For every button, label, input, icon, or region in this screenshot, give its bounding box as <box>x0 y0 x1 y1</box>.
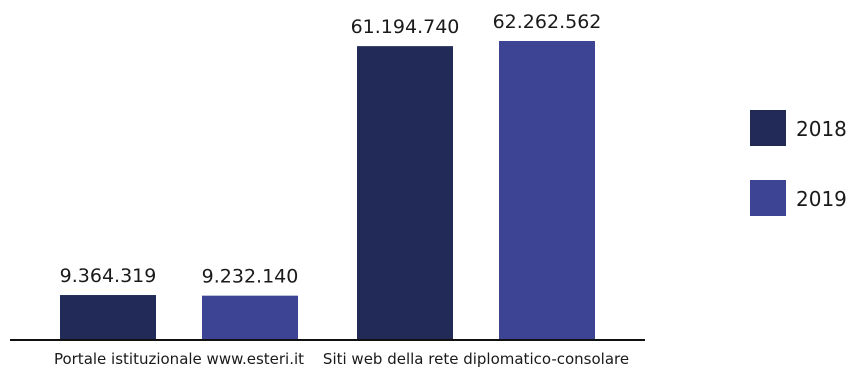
category-labels-group: Portale istituzionale www.esteri.it Siti … <box>54 350 629 368</box>
bar-2019-0 <box>202 295 298 340</box>
value-label-2019-0: 9.232.140 <box>202 266 299 288</box>
value-label-2018-1: 61.194.740 <box>351 16 460 38</box>
legend-label-2018: 2018 <box>796 117 847 141</box>
category-label-1: Siti web della rete diplomatico-consolar… <box>323 350 629 368</box>
value-label-2018-0: 9.364.319 <box>60 265 157 287</box>
value-labels-group: 9.364.319 9.232.140 61.194.740 62.262.562 <box>60 11 602 288</box>
legend-swatch-2019 <box>750 180 786 216</box>
legend-swatch-2018 <box>750 110 786 146</box>
bar-2018-0 <box>60 295 156 340</box>
bars-group <box>60 41 595 341</box>
value-label-2019-1: 62.262.562 <box>493 11 602 33</box>
bar-2018-1 <box>357 46 453 341</box>
legend-label-2019: 2019 <box>796 187 847 211</box>
bar-2019-1 <box>499 41 595 340</box>
legend: 2018 2019 <box>750 110 847 216</box>
category-label-0: Portale istituzionale www.esteri.it <box>54 350 304 368</box>
